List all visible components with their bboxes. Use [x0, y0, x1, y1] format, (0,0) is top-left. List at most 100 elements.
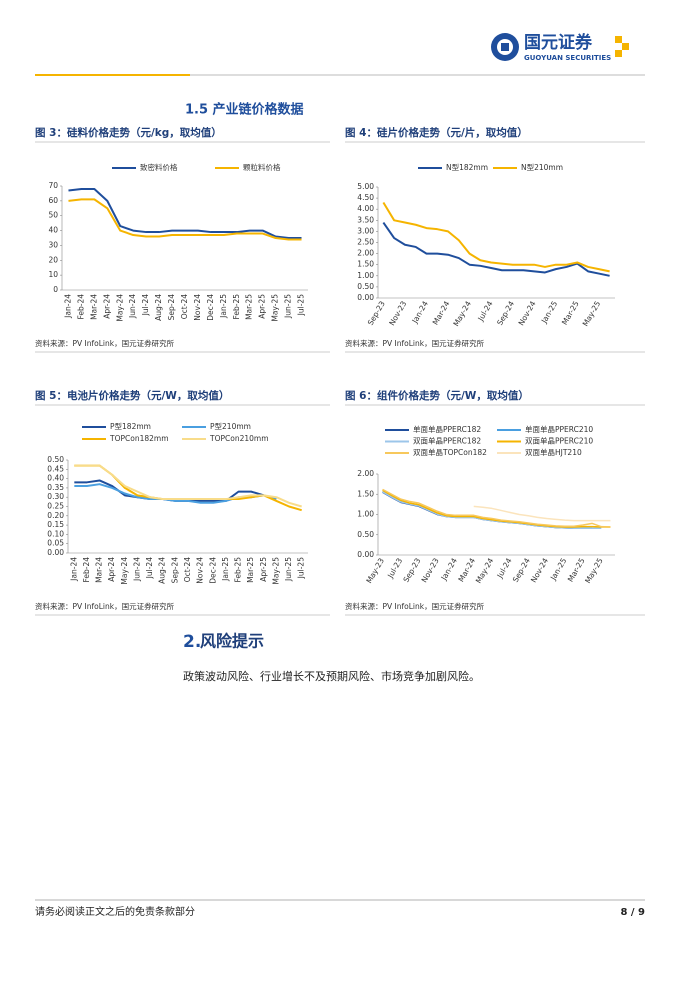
risk-text: 政策波动风险、行业增长不及预期风险、市场竞争加剧风险。	[183, 669, 480, 683]
x-tick-label: May-25	[581, 299, 603, 328]
y-tick-label: 5.00	[357, 182, 374, 191]
x-tick-label: Mar-25	[245, 294, 254, 320]
x-tick-label: Nov-24	[529, 556, 550, 584]
x-tick-label: Jun-24	[132, 557, 141, 582]
series-line	[68, 187, 302, 239]
x-tick-label: Jul-24	[495, 556, 514, 580]
x-tick-label: Feb-24	[82, 557, 91, 583]
legend-label: 致密料价格	[140, 162, 178, 172]
brand-en: GUOYUAN SECURITIES	[524, 54, 611, 62]
series-line	[382, 488, 611, 528]
x-tick-label: May-25	[271, 557, 280, 585]
x-tick-label: Jul-25	[297, 294, 306, 317]
y-tick-label: 0.35	[47, 483, 64, 492]
legend-label: N型182mm	[446, 163, 488, 172]
legend-label: 颗粒料价格	[243, 162, 281, 172]
y-tick-label: 2.00	[357, 249, 374, 258]
x-tick-label: Jan-24	[63, 294, 72, 319]
x-tick-label: Apr-25	[258, 294, 267, 319]
y-tick-label: 4.50	[357, 193, 374, 202]
series-line	[382, 490, 593, 529]
series-line	[382, 491, 602, 530]
y-tick-label: 1.00	[357, 510, 374, 519]
series-line	[473, 505, 611, 522]
x-tick-label: Sep-24	[495, 299, 516, 327]
y-tick-label: 0.50	[47, 455, 64, 464]
legend-label: 双面单晶HJT210	[525, 447, 582, 457]
figure-source: 资料来源：PV InfoLink，国元证券研究所	[35, 601, 175, 611]
x-tick-label: Nov-24	[193, 294, 202, 321]
x-tick-label: Mar-25	[560, 299, 581, 326]
y-tick-label: 3.50	[357, 215, 374, 224]
y-tick-label: 2.00	[357, 469, 374, 478]
logo	[491, 33, 629, 61]
y-tick-label: 0.00	[357, 550, 374, 559]
legend-label: N型210mm	[521, 163, 563, 172]
x-tick-label: Jan-25	[221, 557, 230, 582]
x-tick-label: Nov-23	[387, 299, 408, 327]
x-tick-label: Feb-25	[232, 294, 241, 320]
x-tick-label: Jan-24	[69, 557, 78, 582]
x-tick-label: May-25	[583, 556, 605, 585]
x-tick-label: Jul-24	[476, 299, 495, 323]
x-tick-label: Jun-24	[128, 294, 137, 319]
series-line	[74, 464, 302, 508]
x-tick-label: Nov-23	[420, 556, 441, 584]
series-line	[382, 491, 593, 530]
y-tick-label: 0.15	[47, 520, 64, 529]
x-tick-label: Apr-24	[107, 557, 116, 582]
x-tick-label: Oct-24	[183, 557, 192, 582]
x-tick-label: Feb-24	[76, 294, 85, 320]
y-tick-label: 30	[48, 240, 58, 249]
y-tick-label: 0	[53, 285, 58, 294]
series-line	[382, 202, 610, 273]
y-tick-label: 3.00	[357, 226, 374, 235]
x-tick-label: May-24	[115, 294, 124, 322]
legend-label: TOPCon210mm	[209, 434, 269, 443]
legend-label: P型182mm	[110, 422, 151, 431]
figure-source: 资料来源：PV InfoLink，国元证券研究所	[345, 338, 485, 348]
x-tick-label: Apr-24	[102, 294, 111, 319]
x-tick-label: Aug-24	[154, 294, 163, 321]
y-tick-label: 50	[48, 211, 58, 220]
y-tick-label: 4.00	[357, 204, 374, 213]
y-tick-label: 0.50	[357, 530, 374, 539]
x-tick-label: Jan-24	[410, 299, 430, 325]
x-tick-label: Nov-24	[517, 299, 538, 327]
x-tick-label: Mar-24	[431, 299, 452, 326]
x-tick-label: May-23	[364, 556, 386, 585]
y-tick-label: 1.50	[357, 260, 374, 269]
x-tick-label: Jan-25	[219, 294, 228, 319]
figure-title: 图 6：组件价格走势（元/W，取均值）	[345, 389, 529, 402]
x-tick-label: May-24	[474, 556, 496, 585]
y-tick-label: 0.00	[357, 293, 374, 302]
x-tick-label: May-24	[120, 557, 129, 585]
x-tick-label: Dec-24	[206, 294, 215, 321]
figure-source: 资料来源：PV InfoLink，国元证券研究所	[345, 601, 485, 611]
x-tick-label: May-24	[451, 299, 473, 328]
x-tick-label: Feb-25	[234, 557, 243, 583]
x-tick-label: Apr-25	[259, 557, 268, 582]
x-tick-label: Jul-24	[145, 557, 154, 580]
legend-label: 双面单晶PPERC210	[525, 436, 593, 446]
y-tick-label: 20	[48, 255, 58, 264]
y-tick-label: 0.50	[357, 282, 374, 291]
y-tick-label: 0.05	[47, 539, 64, 548]
x-tick-label: Jul-24	[141, 294, 150, 317]
x-tick-label: Mar-25	[246, 557, 255, 583]
section-title: 1.5 产业链价格数据	[185, 102, 304, 118]
series-line	[382, 221, 610, 277]
y-tick-label: 40	[48, 226, 58, 235]
y-tick-label: 0.30	[47, 492, 64, 501]
y-tick-label: 1.50	[357, 489, 374, 498]
x-tick-label: Mar-24	[89, 294, 98, 320]
x-tick-label: Nov-24	[196, 557, 205, 584]
legend-label: 单面单晶PPERC210	[525, 424, 593, 434]
y-tick-label: 2.50	[357, 238, 374, 247]
legend-label: P型210mm	[210, 422, 251, 431]
legend-label: 双面单晶TOPCon182	[413, 447, 487, 457]
figure-source: 资料来源：PV InfoLink，国元证券研究所	[35, 338, 175, 348]
figure-title: 图 4：硅片价格走势（元/片，取均值）	[345, 126, 528, 139]
y-tick-label: 60	[48, 196, 58, 205]
x-tick-label: Jan-25	[539, 299, 559, 325]
